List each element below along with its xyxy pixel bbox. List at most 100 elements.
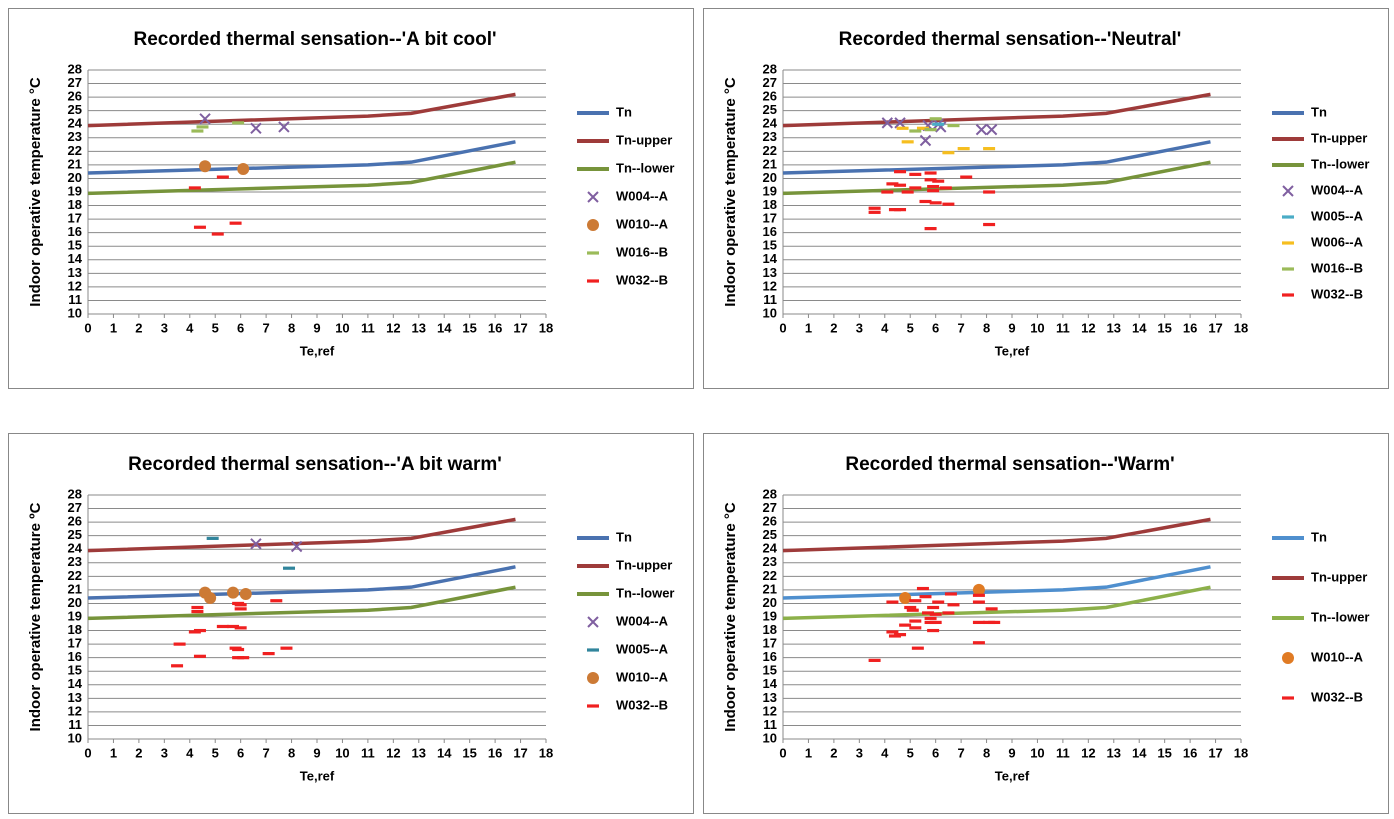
x-tick-label: 14 — [1132, 745, 1147, 760]
x-tick-label: 7 — [957, 745, 964, 760]
x-tick-label: 6 — [237, 320, 244, 335]
data-point — [886, 600, 899, 604]
y-tick-label: 15 — [763, 238, 777, 253]
series-line — [87, 160, 516, 196]
y-tick-label: 26 — [763, 514, 777, 529]
chart-title: Recorded thermal sensation--'A bit warm' — [128, 454, 502, 475]
y-tick-label: 15 — [68, 663, 82, 678]
x-tick-label: 12 — [386, 320, 400, 335]
y-tick-label: 27 — [68, 500, 82, 515]
data-point — [199, 113, 211, 125]
x-tick-label: 3 — [161, 320, 168, 335]
data-point — [280, 646, 293, 650]
x-tick-label: 18 — [1234, 320, 1248, 335]
data-point — [988, 620, 1001, 625]
legend-label: W010--A — [616, 669, 669, 684]
y-tick-label: 14 — [68, 251, 83, 266]
y-tick-label: 18 — [763, 622, 777, 637]
y-tick-label: 20 — [68, 595, 82, 610]
x-tick-label: 15 — [462, 745, 476, 760]
data-point — [171, 664, 184, 668]
x-tick-label: 1 — [110, 320, 117, 335]
x-tick-label: 15 — [1157, 745, 1171, 760]
x-tick-label: 9 — [1008, 320, 1015, 335]
panel-border — [703, 433, 1389, 814]
y-tick-label: 20 — [763, 170, 777, 185]
data-point — [944, 592, 957, 596]
data-point — [929, 117, 942, 121]
x-tick-label: 9 — [313, 320, 320, 335]
y-tick-label: 13 — [68, 690, 82, 705]
y-tick-label: 25 — [68, 527, 82, 542]
y-tick-label: 12 — [763, 703, 777, 718]
data-point — [975, 123, 988, 136]
legend-marker — [1282, 696, 1294, 700]
x-tick-label: 0 — [779, 745, 786, 760]
data-point — [909, 626, 922, 630]
x-tick-label: 2 — [830, 320, 837, 335]
data-point — [868, 210, 881, 214]
y-tick-label: 20 — [68, 170, 82, 185]
x-tick-label: 16 — [1183, 745, 1197, 760]
x-tick-label: 0 — [779, 320, 786, 335]
series-line — [87, 585, 516, 621]
y-tick-label: 16 — [68, 224, 82, 239]
y-tick-label: 10 — [68, 305, 82, 320]
data-point — [904, 605, 917, 610]
data-point — [927, 605, 940, 610]
data-point — [906, 608, 919, 612]
data-point — [901, 140, 914, 144]
x-tick-label: 14 — [437, 745, 452, 760]
data-point — [886, 182, 899, 186]
y-tick-label: 10 — [763, 730, 777, 745]
data-point — [868, 658, 881, 662]
y-tick-label: 13 — [763, 690, 777, 705]
y-tick-label: 12 — [68, 278, 82, 293]
x-tick-label: 12 — [1081, 320, 1095, 335]
y-tick-label: 27 — [68, 75, 82, 90]
data-point — [206, 536, 219, 540]
y-tick-label: 16 — [763, 649, 777, 664]
y-tick-label: 13 — [68, 265, 82, 280]
y-tick-label: 23 — [68, 129, 82, 144]
y-tick-label: 14 — [763, 676, 778, 691]
series-line — [782, 565, 1211, 600]
data-point — [919, 199, 932, 204]
data-point — [960, 175, 973, 179]
x-tick-label: 1 — [805, 320, 812, 335]
y-tick-label: 27 — [763, 500, 777, 515]
x-tick-label: 8 — [983, 745, 990, 760]
x-tick-label: 13 — [1107, 320, 1121, 335]
legend-label: W032--B — [1311, 689, 1363, 704]
data-point — [229, 221, 242, 225]
x-tick-label: 16 — [488, 745, 502, 760]
series-line — [87, 517, 516, 553]
legend-label: W032--B — [616, 697, 668, 712]
y-tick-label: 14 — [68, 676, 83, 691]
x-tick-label: 13 — [412, 320, 426, 335]
legend-label: Tn-upper — [1311, 130, 1367, 145]
data-point — [983, 147, 996, 151]
y-tick-label: 23 — [68, 554, 82, 569]
y-tick-label: 25 — [68, 102, 82, 117]
chart-panel: Recorded thermal sensation--'Warm' Indoor… — [703, 433, 1389, 814]
x-tick-label: 8 — [288, 320, 295, 335]
data-point — [911, 646, 924, 650]
x-tick-label: 5 — [907, 320, 914, 335]
data-point — [234, 626, 247, 630]
data-point — [262, 652, 275, 656]
chart-title: Recorded thermal sensation--'Warm' — [845, 454, 1174, 475]
data-point — [193, 628, 206, 633]
x-tick-label: 3 — [161, 745, 168, 760]
data-point — [196, 125, 209, 129]
legend-marker — [1282, 185, 1294, 197]
data-point — [932, 600, 945, 604]
legend-marker — [587, 251, 599, 255]
data-point — [270, 599, 283, 603]
data-point — [922, 611, 935, 615]
y-tick-label: 18 — [763, 197, 777, 212]
x-tick-label: 11 — [1056, 745, 1070, 760]
y-tick-label: 22 — [763, 568, 777, 583]
series-line — [782, 517, 1211, 553]
x-tick-label: 10 — [1030, 320, 1044, 335]
